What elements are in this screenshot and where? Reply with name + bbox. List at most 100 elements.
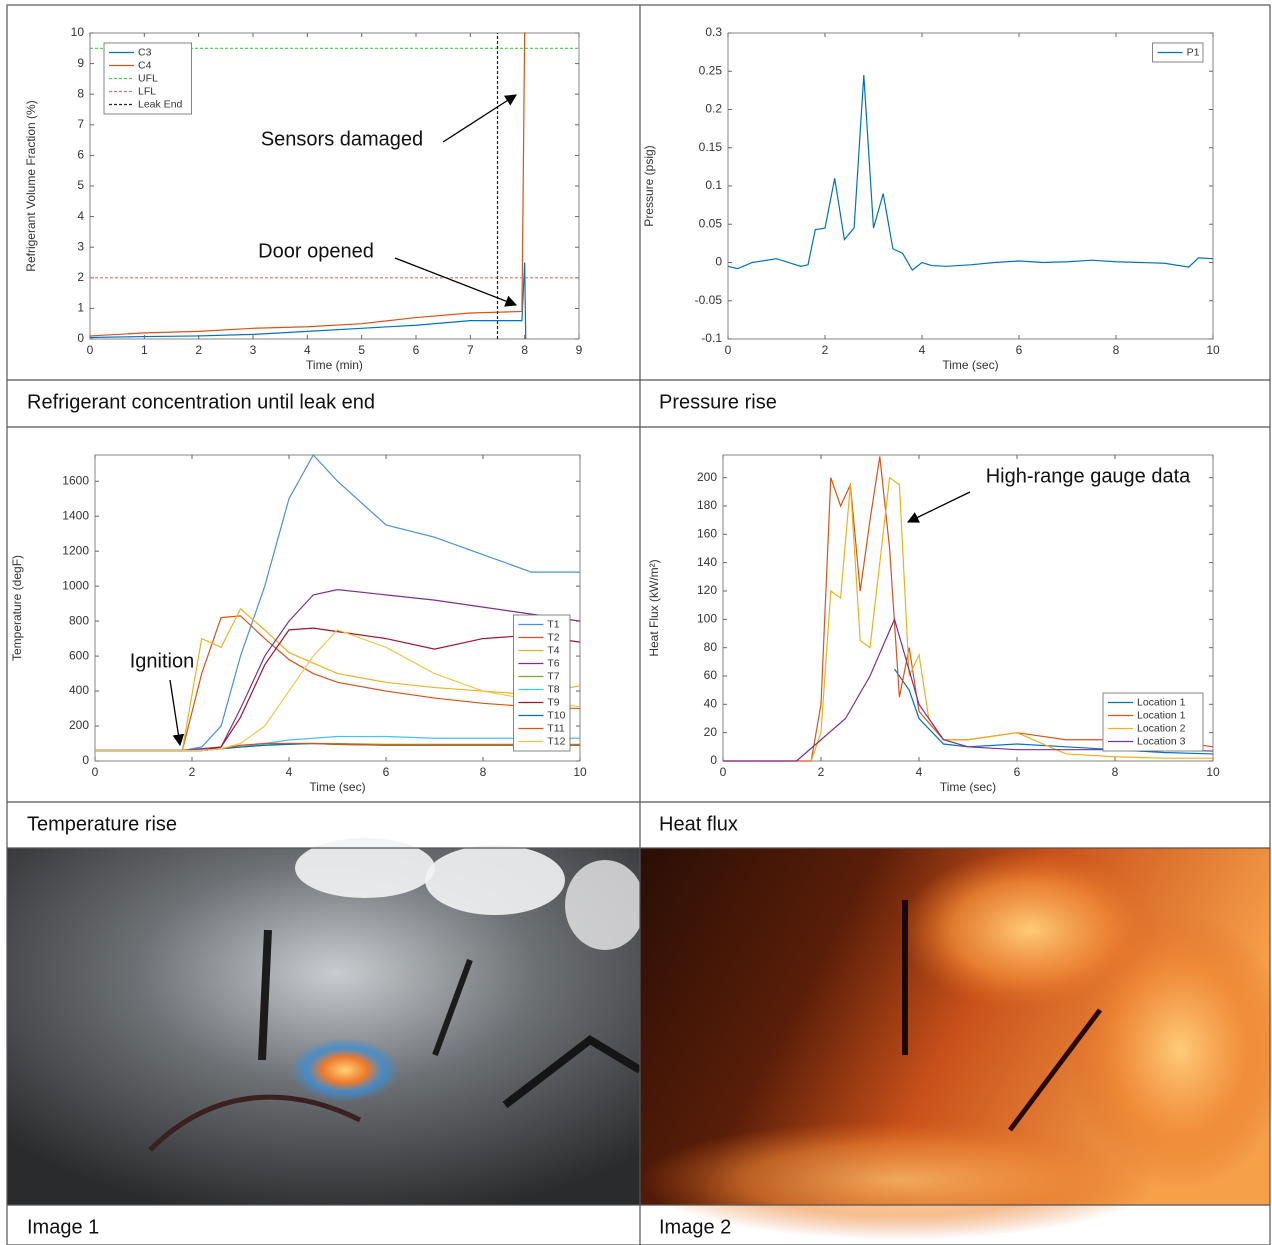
data-line bbox=[727, 75, 1214, 272]
y-tick-label: 5 bbox=[77, 178, 84, 192]
y-tick-label: 8 bbox=[77, 86, 84, 100]
legend-label: T12 bbox=[547, 735, 565, 747]
x-tick-label: 4 bbox=[916, 765, 923, 779]
legend-label: UFL bbox=[138, 72, 158, 84]
x-tick-label: 0 bbox=[87, 343, 94, 357]
legend-label: T4 bbox=[547, 644, 559, 656]
x-tick-label: 2 bbox=[818, 765, 825, 779]
y-tick-label: -0.1 bbox=[701, 331, 722, 345]
y-tick-label: -0.05 bbox=[695, 293, 723, 307]
data-line bbox=[89, 262, 527, 340]
annotation-arrow bbox=[169, 679, 185, 747]
y-tick-label: 0 bbox=[82, 753, 89, 767]
y-tick-label: 1200 bbox=[62, 543, 89, 557]
x-tick-label: 0 bbox=[92, 765, 99, 779]
x-tick-label: 8 bbox=[521, 343, 528, 357]
x-axis-label: Time (min) bbox=[306, 358, 363, 372]
legend-label: T9 bbox=[547, 696, 559, 708]
y-tick-label: 0 bbox=[715, 255, 722, 269]
image-label: Image 1 bbox=[27, 1216, 99, 1238]
legend: P1 bbox=[1152, 42, 1204, 63]
x-tick-label: 8 bbox=[480, 765, 487, 779]
y-tick-label: 0.05 bbox=[699, 216, 723, 230]
photo-1 bbox=[7, 838, 645, 1205]
x-tick-label: 0 bbox=[720, 765, 727, 779]
caption: Pressure rise bbox=[659, 391, 777, 413]
y-tick-label: 200 bbox=[697, 470, 717, 484]
y-tick-label: 180 bbox=[697, 498, 717, 512]
y-tick-label: 140 bbox=[697, 555, 717, 569]
y-tick-label: 1400 bbox=[62, 508, 89, 522]
x-axis-label: Time (sec) bbox=[309, 780, 365, 794]
y-tick-label: 800 bbox=[69, 613, 89, 627]
y-tick-label: 200 bbox=[69, 718, 89, 732]
data-line bbox=[95, 453, 580, 752]
x-tick-label: 5 bbox=[358, 343, 365, 357]
y-tick-label: 2 bbox=[77, 270, 84, 284]
legend-label: P1 bbox=[1187, 46, 1200, 58]
y-tick-label: 80 bbox=[704, 640, 718, 654]
x-tick-label: 7 bbox=[467, 343, 474, 357]
x-tick-label: 2 bbox=[189, 765, 196, 779]
annotation: Ignition bbox=[130, 650, 195, 672]
legend-label: T2 bbox=[547, 631, 559, 643]
x-tick-label: 6 bbox=[413, 343, 420, 357]
photo-2 bbox=[640, 848, 1272, 1240]
caption: Refrigerant concentration until leak end bbox=[27, 391, 375, 413]
data-line bbox=[810, 476, 1213, 762]
y-tick-label: 600 bbox=[69, 648, 89, 662]
y-tick-label: 9 bbox=[77, 56, 84, 70]
plot-area bbox=[94, 454, 581, 762]
x-tick-label: 9 bbox=[576, 343, 583, 357]
legend-label: Location 2 bbox=[1137, 722, 1186, 734]
legend-label: LFL bbox=[138, 85, 156, 97]
x-tick-label: 10 bbox=[1206, 765, 1220, 779]
y-axis-label: Heat Flux (kW/m²) bbox=[647, 559, 661, 656]
legend-label: Location 1 bbox=[1137, 696, 1186, 708]
x-tick-label: 8 bbox=[1112, 765, 1119, 779]
y-tick-label: 6 bbox=[77, 148, 84, 162]
y-axis-label: Refrigerant Volume Fraction (%) bbox=[24, 100, 38, 271]
annotation-arrow bbox=[442, 94, 517, 143]
y-tick-label: 0.2 bbox=[705, 102, 722, 116]
x-tick-label: 10 bbox=[573, 765, 587, 779]
x-tick-label: 1 bbox=[141, 343, 148, 357]
x-tick-label: 4 bbox=[304, 343, 311, 357]
x-tick-label: 6 bbox=[383, 765, 390, 779]
x-tick-label: 3 bbox=[250, 343, 257, 357]
y-tick-label: 0.1 bbox=[705, 178, 722, 192]
legend-label: C4 bbox=[138, 59, 152, 71]
y-tick-label: 1600 bbox=[62, 473, 89, 487]
x-tick-label: 8 bbox=[1113, 343, 1120, 357]
data-line bbox=[95, 615, 581, 752]
y-tick-label: 1 bbox=[77, 301, 84, 315]
annotation: Door opened bbox=[258, 240, 374, 262]
x-tick-label: 4 bbox=[286, 765, 293, 779]
chart: 0 1 2 3 4 5 6 7 8 9 0 1 2 3 4 5 6 7 8 9 10 Time (min) Refriger… bbox=[24, 25, 582, 413]
y-tick-label: 0 bbox=[710, 753, 717, 767]
data-line bbox=[95, 589, 581, 752]
annotation: Sensors damaged bbox=[261, 128, 423, 150]
y-tick-label: 60 bbox=[704, 668, 718, 682]
legend-label: T11 bbox=[547, 722, 564, 734]
data-line bbox=[95, 607, 581, 752]
data-line bbox=[89, 32, 526, 337]
legend-box bbox=[103, 42, 192, 115]
y-tick-label: 0.25 bbox=[699, 63, 723, 77]
frame bbox=[6, 4, 1271, 1245]
y-tick-label: 20 bbox=[704, 725, 718, 739]
data-line bbox=[723, 456, 1214, 762]
y-tick-label: 120 bbox=[697, 583, 717, 597]
legend-label: Leak End bbox=[138, 98, 183, 110]
x-tick-label: 4 bbox=[919, 343, 926, 357]
y-tick-label: 10 bbox=[71, 25, 85, 39]
annotation-arrow bbox=[906, 491, 971, 523]
caption: Temperature rise bbox=[27, 813, 177, 835]
y-tick-label: 100 bbox=[697, 612, 717, 626]
x-axis-label: Time (sec) bbox=[942, 358, 998, 372]
legend-label: T7 bbox=[547, 670, 559, 682]
chart: 0 2 4 6 8 10 0 200 400 600 800 1000 1200 1400 1600 Time… bbox=[10, 453, 587, 835]
